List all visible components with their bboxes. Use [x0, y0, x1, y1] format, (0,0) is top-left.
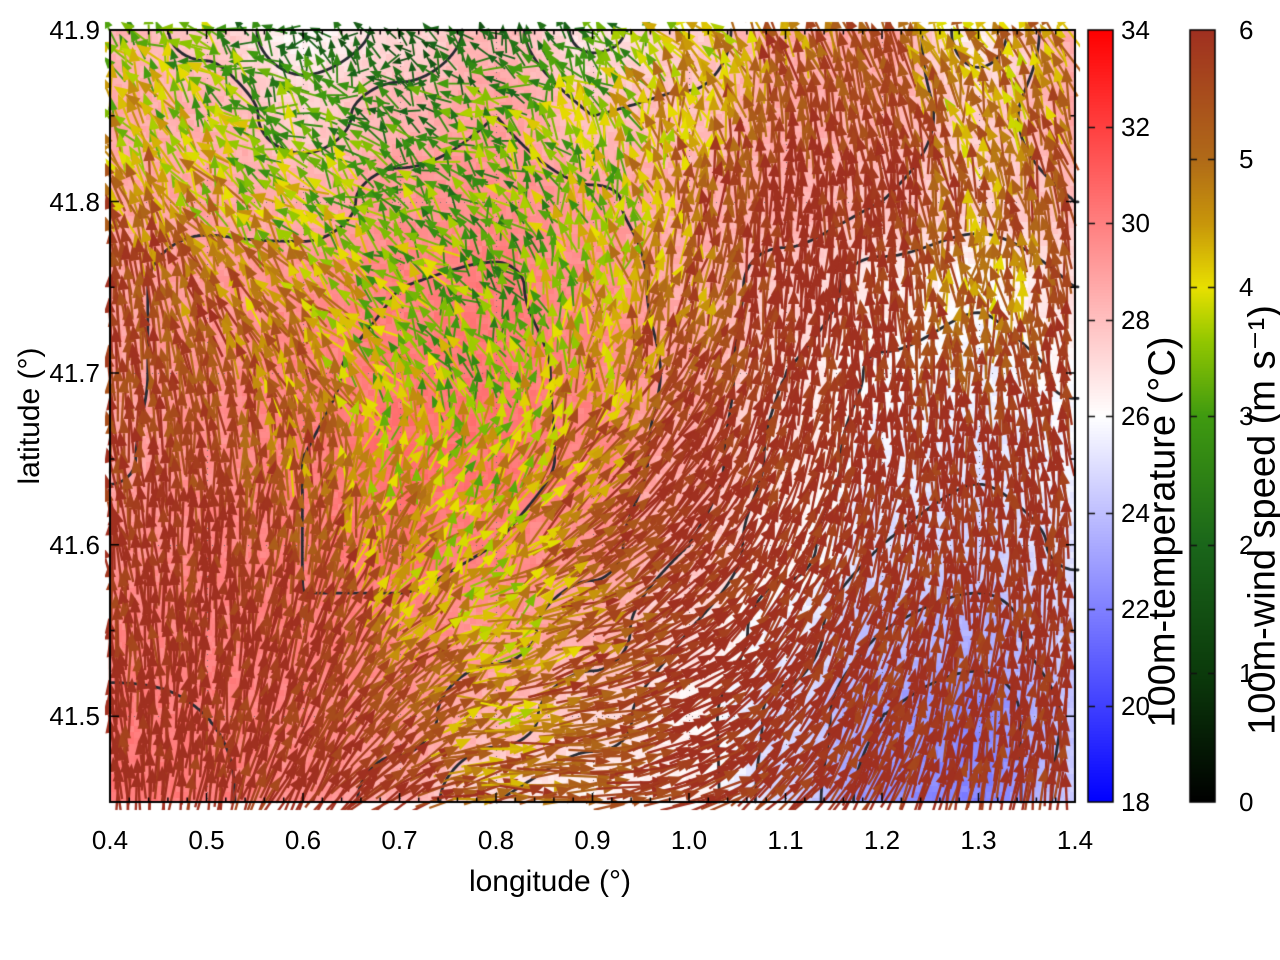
x-tick-label: 1.3: [960, 825, 997, 855]
temperature-colorbar-tick-label: 20: [1121, 690, 1150, 721]
x-tick-label: 1.1: [767, 825, 804, 855]
x-tick-label: 0.9: [574, 825, 611, 855]
x-tick-label: 1.2: [863, 825, 901, 855]
x-tick-label: 0.7: [381, 825, 418, 855]
wind-speed-colorbar-tick-label: 4: [1239, 272, 1254, 303]
wind-speed-colorbar-tick-label: 5: [1239, 143, 1254, 174]
y-tick-label: 41.9: [49, 15, 100, 45]
wind-speed-colorbar-tick-label: 1: [1239, 658, 1254, 689]
x-tick-label: 0.4: [91, 825, 129, 855]
x-tick-label: 0.8: [477, 825, 515, 855]
wind-speed-colorbar-tick-label: 6: [1239, 15, 1254, 45]
x-tick-label: 1.0: [670, 825, 708, 855]
y-tick-label: 41.7: [49, 358, 100, 389]
wind-speed-colorbar-tick-label: 2: [1239, 529, 1254, 560]
temperature-colorbar-tick-label: 24: [1121, 497, 1150, 528]
x-axis-title: longitude (°): [468, 865, 632, 898]
y-axis-title: latitude (°): [13, 347, 46, 485]
temperature-colorbar-tick-label: 30: [1121, 208, 1150, 238]
y-tick-label: 41.5: [49, 701, 100, 732]
y-tick-label: 41.8: [49, 186, 100, 217]
temperature-colorbar-title: 100m-temperature (°C): [1141, 336, 1184, 728]
x-tick-label: 1.4: [1056, 825, 1094, 855]
temperature-colorbar-tick-label: 18: [1121, 787, 1150, 817]
x-tick-label: 0.6: [284, 825, 322, 855]
temperature-colorbar-tick-label: 32: [1121, 111, 1150, 142]
temperature-colorbar-tick-label: 26: [1121, 401, 1150, 431]
y-tick-label: 41.6: [49, 529, 100, 560]
wind-speed-colorbar-tick-label: 3: [1239, 401, 1254, 431]
x-tick-label: 0.5: [188, 825, 225, 855]
temperature-colorbar-tick-label: 34: [1121, 15, 1150, 45]
wind-speed-colorbar-tick-label: 0: [1239, 787, 1254, 817]
temperature-colorbar-tick-label: 28: [1121, 304, 1150, 335]
temperature-colorbar-tick-label: 22: [1121, 594, 1150, 624]
